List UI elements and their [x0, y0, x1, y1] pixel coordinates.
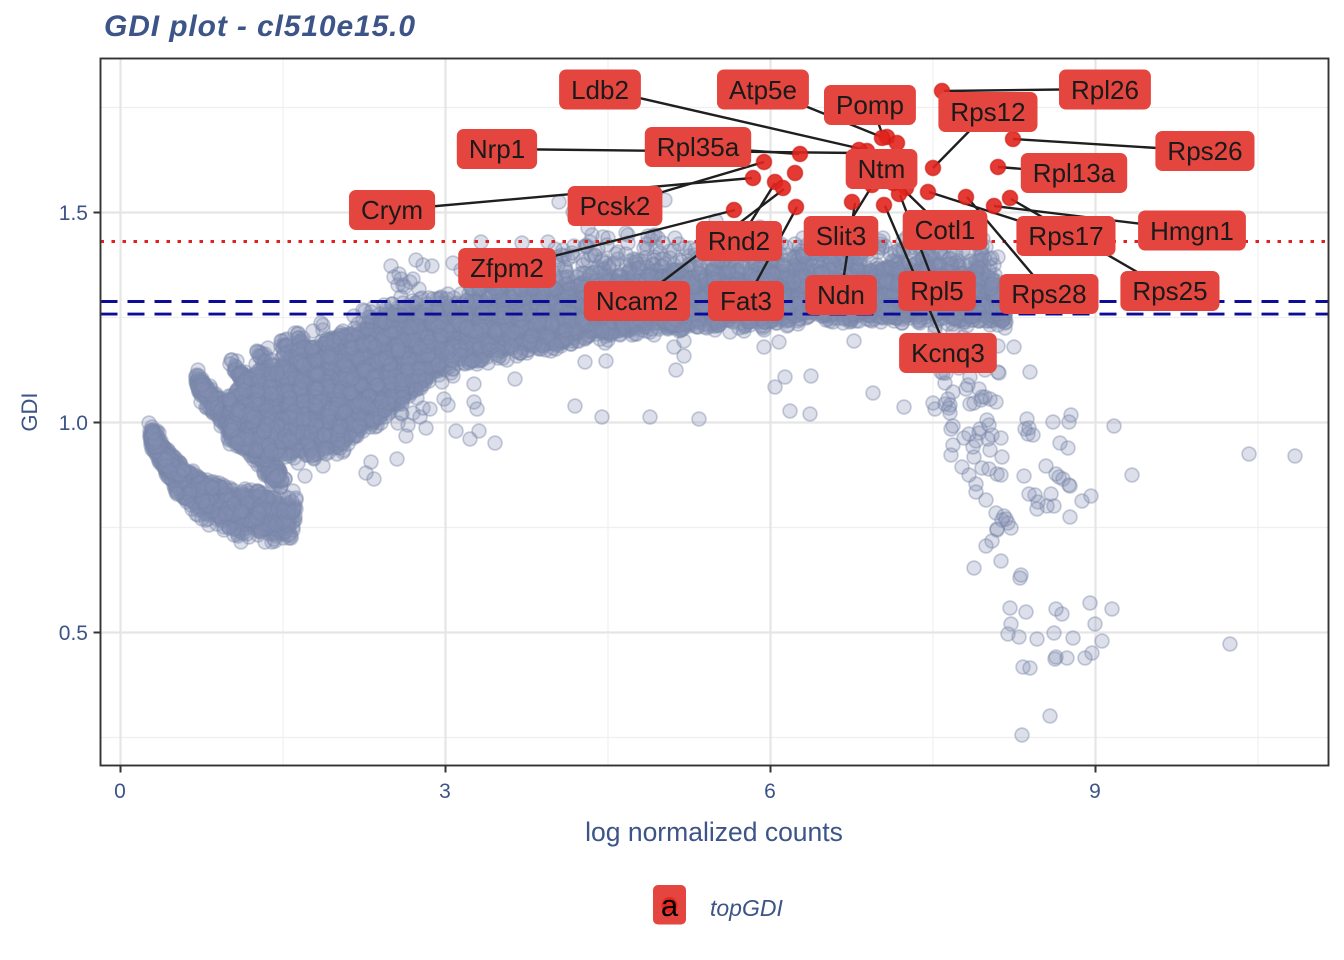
svg-text:Pcsk2: Pcsk2 — [580, 191, 651, 221]
svg-text:0: 0 — [114, 780, 126, 803]
svg-text:Ndn: Ndn — [817, 280, 865, 310]
svg-text:log normalized counts: log normalized counts — [585, 817, 843, 847]
svg-text:Rps26: Rps26 — [1167, 136, 1242, 166]
svg-text:Crym: Crym — [361, 195, 423, 225]
svg-text:GDI: GDI — [17, 392, 42, 431]
svg-text:Rnd2: Rnd2 — [708, 226, 770, 256]
svg-text:Zfpm2: Zfpm2 — [470, 253, 544, 283]
svg-text:Rps25: Rps25 — [1132, 276, 1207, 306]
svg-text:Ntm: Ntm — [858, 154, 906, 184]
svg-text:9: 9 — [1089, 780, 1101, 803]
svg-text:Pomp: Pomp — [836, 90, 904, 120]
svg-text:Rps17: Rps17 — [1028, 221, 1103, 251]
svg-text:Rps28: Rps28 — [1011, 279, 1086, 309]
svg-text:1.5: 1.5 — [59, 202, 88, 225]
svg-text:0.5: 0.5 — [59, 622, 88, 645]
svg-text:Nrp1: Nrp1 — [469, 134, 525, 164]
svg-text:Fat3: Fat3 — [720, 286, 772, 316]
svg-text:a: a — [661, 888, 679, 923]
svg-text:Ncam2: Ncam2 — [596, 286, 678, 316]
svg-text:Ldb2: Ldb2 — [571, 75, 629, 105]
svg-text:Rpl13a: Rpl13a — [1033, 158, 1116, 188]
svg-text:Hmgn1: Hmgn1 — [1150, 216, 1234, 246]
svg-text:Rpl5: Rpl5 — [910, 276, 963, 306]
svg-text:1.0: 1.0 — [59, 412, 88, 435]
svg-text:Atp5e: Atp5e — [729, 75, 797, 105]
svg-text:Cotl1: Cotl1 — [915, 215, 976, 245]
svg-text:topGDI: topGDI — [710, 895, 783, 921]
svg-text:Kcnq3: Kcnq3 — [911, 338, 985, 368]
svg-text:Rpl26: Rpl26 — [1071, 75, 1139, 105]
svg-text:6: 6 — [764, 780, 776, 803]
svg-text:GDI plot - cl510e15.0: GDI plot - cl510e15.0 — [104, 10, 416, 43]
svg-text:3: 3 — [439, 780, 451, 803]
svg-text:Rps12: Rps12 — [950, 97, 1025, 127]
svg-text:Rpl35a: Rpl35a — [657, 132, 740, 162]
svg-text:Slit3: Slit3 — [816, 221, 867, 251]
